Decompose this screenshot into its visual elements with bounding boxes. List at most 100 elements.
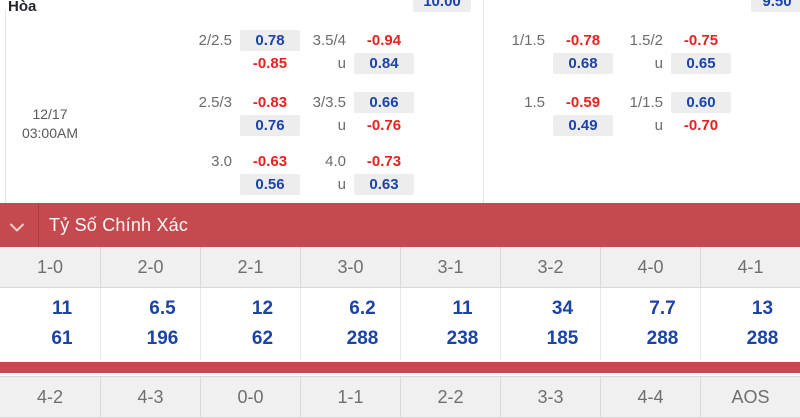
score-odds[interactable]: 13 bbox=[751, 298, 774, 319]
odds-row: -0.85 u 0.84 bbox=[5, 53, 483, 74]
score-column: 6.2 288 bbox=[300, 288, 400, 360]
odds-value[interactable]: 0.60 bbox=[671, 92, 731, 113]
score-odds[interactable]: 288 bbox=[346, 328, 379, 349]
handicap-label: 2.5/3 bbox=[198, 94, 232, 111]
score-column: 12 62 bbox=[200, 288, 300, 360]
handicap-label: 1/1.5 bbox=[629, 94, 663, 111]
under-label: u bbox=[337, 117, 346, 134]
score-grid-values: 11 61 6.5 196 12 62 6.2 288 11 238 34 18… bbox=[0, 288, 800, 360]
score-column-label: 3-2 bbox=[500, 247, 600, 287]
score-grid-header: 1-0 2-0 2-1 3-0 3-1 3-2 4-0 4-1 bbox=[0, 247, 800, 288]
odds-value[interactable]: -0.70 bbox=[683, 117, 719, 134]
score-column-label: 4-2 bbox=[36, 386, 63, 407]
score-odds[interactable]: 6.2 bbox=[349, 298, 376, 319]
score-column-label: 1-1 bbox=[300, 377, 400, 417]
odds-value[interactable]: -0.76 bbox=[366, 117, 402, 134]
odds-value[interactable]: 10.00 bbox=[413, 0, 471, 12]
score-column: 11 238 bbox=[400, 288, 500, 360]
odds-value[interactable]: 0.84 bbox=[354, 53, 414, 74]
score-odds[interactable]: 11 bbox=[452, 298, 473, 319]
score-grid-header-2: 4-2 4-3 0-0 1-1 2-2 3-3 4-4 AOS bbox=[0, 376, 800, 418]
score-column-label: 4-4 bbox=[600, 377, 700, 417]
handicap-label: 3.5/4 bbox=[312, 32, 346, 49]
handicap-label: 1.5/2 bbox=[629, 32, 663, 49]
odds-value[interactable]: -0.94 bbox=[366, 32, 402, 49]
score-odds[interactable]: 6.5 bbox=[149, 298, 176, 319]
score-odds[interactable]: 12 bbox=[251, 298, 274, 319]
odds-value[interactable]: -0.75 bbox=[683, 32, 719, 49]
odds-row: 1.5 -0.59 1/1.5 0.60 bbox=[483, 92, 800, 113]
odds-value[interactable]: 0.68 bbox=[553, 53, 613, 74]
panel-divider-line bbox=[483, 0, 484, 203]
correct-score-section-header[interactable]: Tỷ Số Chính Xác bbox=[0, 203, 800, 247]
left-border-line bbox=[5, 10, 6, 203]
score-column: 34 185 bbox=[500, 288, 600, 360]
section-divider-strip bbox=[0, 362, 800, 373]
odds-row: 0.68 u 0.65 bbox=[483, 53, 800, 74]
under-label: u bbox=[654, 55, 663, 72]
odds-value[interactable]: 0.65 bbox=[671, 53, 731, 74]
score-column-label: 2-0 bbox=[100, 247, 200, 287]
odds-row: 0.49 u -0.70 bbox=[483, 115, 800, 136]
score-column-label: 2-1 bbox=[200, 247, 300, 287]
score-odds[interactable]: 7.7 bbox=[649, 298, 676, 319]
score-odds[interactable]: 11 bbox=[51, 298, 73, 319]
score-odds[interactable]: 185 bbox=[546, 328, 579, 349]
score-column-label: 4-1 bbox=[700, 247, 800, 287]
handicap-label: 3.0 bbox=[211, 153, 232, 170]
score-odds[interactable]: 288 bbox=[746, 328, 779, 349]
score-column: 6.5 196 bbox=[100, 288, 200, 360]
handicap-label: 1/1.5 bbox=[511, 32, 545, 49]
match-time: 03:00AM bbox=[21, 125, 79, 141]
score-column: 13 288 bbox=[700, 288, 800, 360]
handicap-label: 1.5 bbox=[524, 94, 545, 111]
odds-value[interactable]: 9.50 bbox=[751, 0, 800, 12]
handicap-label: 4.0 bbox=[325, 153, 346, 170]
score-column-label: 2-2 bbox=[400, 377, 500, 417]
score-column-label: 3-0 bbox=[300, 247, 400, 287]
handicap-label: 3/3.5 bbox=[312, 94, 346, 111]
odds-value[interactable]: -0.85 bbox=[252, 55, 288, 72]
score-column-label: AOS bbox=[700, 377, 800, 417]
odds-value[interactable]: -0.59 bbox=[565, 94, 601, 111]
score-column: 7.7 288 bbox=[600, 288, 700, 360]
score-odds[interactable]: 196 bbox=[146, 328, 179, 349]
odds-value[interactable]: -0.73 bbox=[366, 153, 402, 170]
score-column-label: 0-0 bbox=[200, 377, 300, 417]
odds-value[interactable]: 0.56 bbox=[240, 174, 300, 195]
section-title: Tỷ Số Chính Xác bbox=[49, 214, 189, 235]
under-label: u bbox=[654, 117, 663, 134]
under-label: u bbox=[337, 55, 346, 72]
odds-value[interactable]: -0.78 bbox=[565, 32, 601, 49]
chevron-down-icon[interactable] bbox=[9, 220, 25, 238]
score-column-label: 1-0 bbox=[36, 256, 63, 277]
draw-label: Hòa bbox=[8, 0, 37, 15]
odds-value[interactable]: 0.63 bbox=[354, 174, 414, 195]
score-column-label: 4-0 bbox=[600, 247, 700, 287]
score-column-label: 3-1 bbox=[400, 247, 500, 287]
odds-row: 2/2.5 0.78 3.5/4 -0.94 bbox=[5, 30, 483, 51]
score-odds[interactable]: 34 bbox=[551, 298, 574, 319]
odds-value[interactable]: 0.49 bbox=[553, 115, 613, 136]
score-column: 11 61 bbox=[0, 288, 100, 360]
odds-row: 3.0 -0.63 4.0 -0.73 bbox=[5, 151, 483, 172]
odds-row: 1/1.5 -0.78 1.5/2 -0.75 bbox=[483, 30, 800, 51]
match-datetime: 12/17 03:00AM bbox=[5, 105, 95, 143]
asian-odds-section: Hòa 10.00 9.50 12/17 03:00AM 2/2.5 0.78 … bbox=[0, 0, 800, 203]
handicap-label: 2/2.5 bbox=[198, 32, 232, 49]
odds-value[interactable]: 0.76 bbox=[240, 115, 300, 136]
score-column-label: 4-3 bbox=[100, 377, 200, 417]
score-odds[interactable]: 62 bbox=[251, 328, 274, 349]
match-date: 12/17 bbox=[32, 106, 68, 122]
odds-value[interactable]: 0.66 bbox=[354, 92, 414, 113]
odds-row: 0.56 u 0.63 bbox=[5, 174, 483, 195]
odds-value[interactable]: -0.83 bbox=[252, 94, 288, 111]
bar-divider bbox=[38, 203, 39, 247]
odds-value[interactable]: -0.63 bbox=[252, 153, 288, 170]
score-column-label: 3-3 bbox=[500, 377, 600, 417]
score-odds[interactable]: 288 bbox=[646, 328, 679, 349]
score-odds[interactable]: 61 bbox=[51, 328, 73, 349]
odds-value[interactable]: 0.78 bbox=[240, 30, 300, 51]
odds-row: 2.5/3 -0.83 3/3.5 0.66 bbox=[5, 92, 483, 113]
score-odds[interactable]: 238 bbox=[446, 328, 479, 349]
